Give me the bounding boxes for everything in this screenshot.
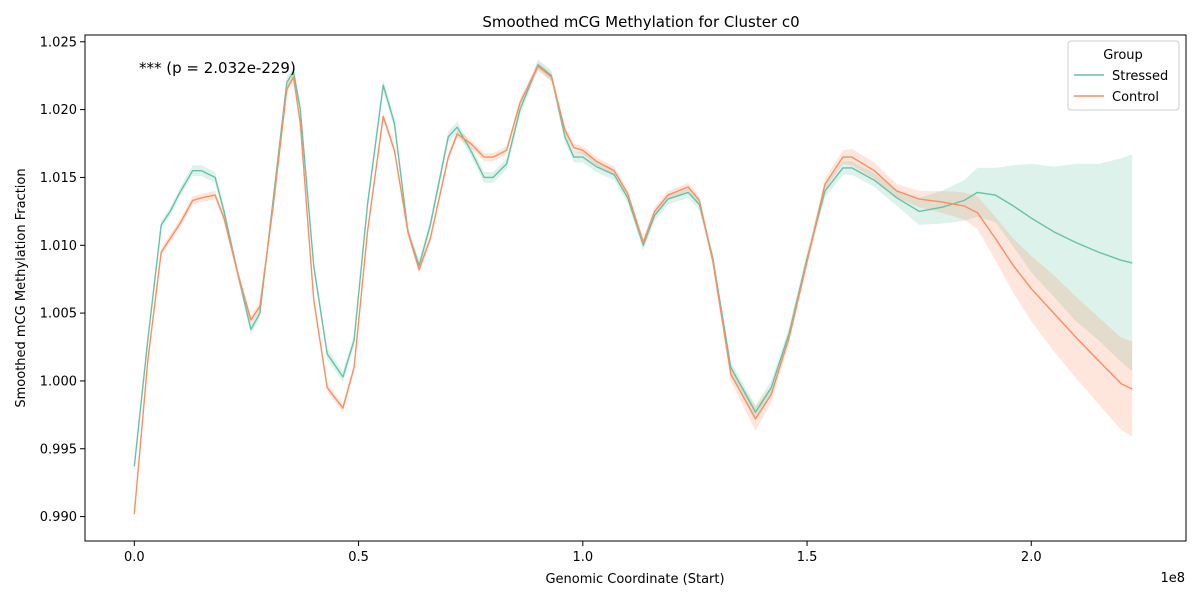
x-axis-ticks: 0.0 0.5 1.0 1.5 2.0 xyxy=(124,541,1042,565)
chart-title: Smoothed mCG Methylation for Cluster c0 xyxy=(482,13,799,31)
legend-label-control: Control xyxy=(1112,90,1159,105)
legend-box xyxy=(1067,40,1180,111)
y-tick-label: 1.025 xyxy=(40,35,77,50)
x-tick-label: 2.0 xyxy=(1021,550,1042,565)
plot-area xyxy=(85,35,1186,541)
x-axis-offset-label: 1e8 xyxy=(1160,571,1185,586)
y-axis-label: Smoothed mCG Methylation Fraction xyxy=(14,168,29,407)
x-tick-label: 0.0 xyxy=(124,550,145,565)
x-tick-label: 0.5 xyxy=(348,550,369,565)
y-tick-label: 1.015 xyxy=(40,171,77,186)
confidence-bands xyxy=(134,59,1133,518)
y-tick-label: 1.000 xyxy=(40,374,77,389)
legend-label-stressed: Stressed xyxy=(1112,69,1168,84)
series-line-control xyxy=(133,65,1133,514)
y-tick-label: 1.005 xyxy=(40,307,77,322)
legend-title: Group xyxy=(1103,48,1143,63)
y-tick-label: 0.995 xyxy=(40,442,77,457)
significance-annotation: *** (p = 2.032e-229) xyxy=(139,59,296,77)
y-tick-label: 1.020 xyxy=(40,103,77,118)
y-tick-label: 0.990 xyxy=(40,510,77,525)
series-lines xyxy=(133,64,1133,514)
y-axis-ticks: 0.990 0.995 1.000 1.005 1.010 1.015 1.020 1.025 xyxy=(40,35,85,525)
legend: Group Stressed Control xyxy=(1067,40,1180,111)
x-tick-label: 1.0 xyxy=(572,550,593,565)
ci-band-control xyxy=(134,62,1133,518)
x-tick-label: 1.5 xyxy=(797,550,818,565)
x-axis-label: Genomic Coordinate (Start) xyxy=(545,572,724,587)
y-tick-label: 1.010 xyxy=(40,239,77,254)
plot-frame xyxy=(84,34,1187,542)
